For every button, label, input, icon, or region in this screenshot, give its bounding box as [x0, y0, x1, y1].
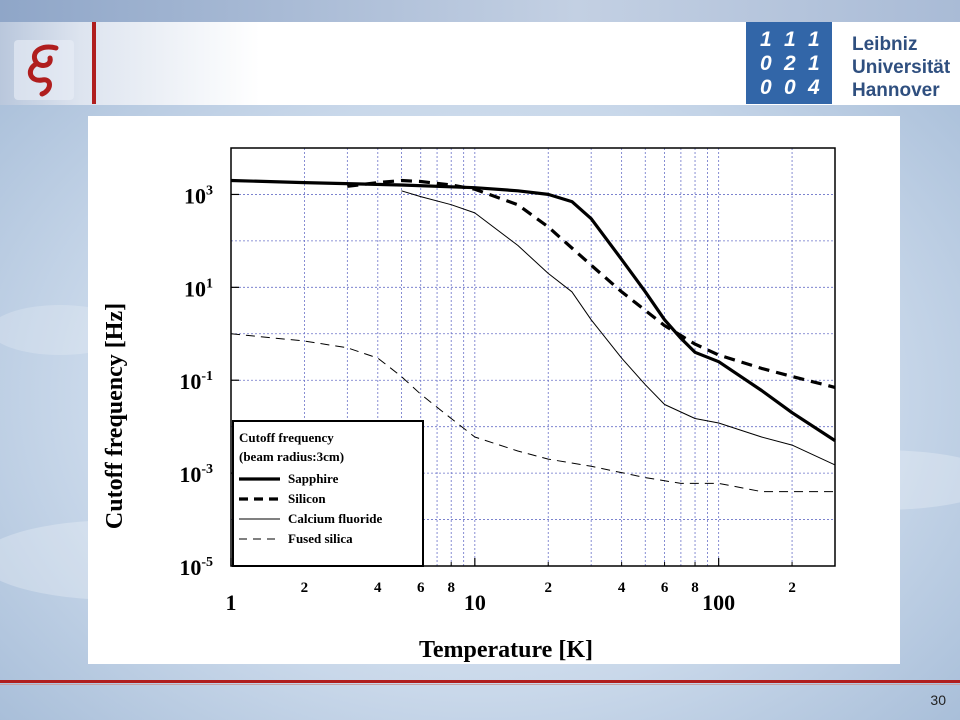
university-logo-icon: 1 1 10 2 10 0 4 — [760, 28, 820, 99]
y-tick-label: 10-5 — [179, 555, 213, 580]
legend-entry-label: Sapphire — [288, 471, 339, 486]
university-logo-digit: 1 — [784, 28, 796, 51]
x-minor-tick-label: 4 — [374, 580, 382, 596]
plot-frame — [230, 147, 836, 567]
university-logo-digit: 0 — [760, 76, 772, 99]
chart-legend: Cutoff frequency (beam radius:3cm) Sapph… — [232, 420, 424, 567]
legend-subtitle: (beam radius:3cm) — [239, 449, 344, 464]
university-logo-digit: 0 — [784, 76, 796, 99]
x-minor-tick-label: 8 — [691, 580, 699, 596]
university-logo-digit: 0 — [760, 52, 772, 75]
x-tick-label: 10 — [464, 590, 486, 615]
footer-rule-shadow — [0, 684, 960, 685]
footer-rule — [0, 680, 960, 683]
x-minor-tick-label: 4 — [618, 580, 626, 596]
y-axis-label: Cutoff frequency [Hz] — [102, 303, 128, 529]
series-line-sapphire — [230, 178, 836, 442]
header-top-band — [0, 0, 960, 22]
page-number: 30 — [930, 692, 946, 708]
series-line-silicon — [347, 178, 836, 389]
x-minor-tick-label: 6 — [417, 580, 425, 596]
cutoff-frequency-chart: 1 10 100 2 4 6 8 2 4 6 8 2 103 101 10-1 10-3 10-5 Tempe… — [88, 116, 900, 664]
university-logo-digit: 2 — [783, 52, 796, 75]
university-logo-digit: 4 — [807, 76, 820, 99]
y-tick-label: 10-1 — [179, 369, 213, 394]
legend-title: Cutoff frequency — [239, 430, 334, 445]
x-axis-label: Temperature [K] — [419, 637, 593, 663]
series-line-fused-silica — [230, 333, 835, 493]
university-name-line: Hannover — [852, 80, 940, 101]
x-minor-tick-label: 8 — [447, 580, 455, 596]
chart-panel: 1 10 100 2 4 6 8 2 4 6 8 2 103 101 10-1 10-3 10-5 Tempe… — [88, 116, 900, 664]
university-name-line: Leibniz — [852, 34, 918, 55]
y-tick-label: 101 — [184, 276, 213, 301]
x-minor-tick-label: 6 — [661, 580, 669, 596]
series-line-calcium-fluoride — [401, 190, 836, 466]
legend-entry-label: Calcium fluoride — [288, 511, 382, 526]
x-minor-tick-label: 2 — [301, 580, 309, 596]
university-logo-digit: 1 — [808, 52, 820, 75]
legend-entry-label: Fused silica — [288, 531, 353, 546]
x-minor-tick-label: 2 — [544, 580, 552, 596]
university-name-line: Universität — [852, 57, 951, 78]
institute-logo-icon — [14, 40, 74, 100]
university-logo-digit: 1 — [760, 28, 772, 51]
header-divider — [92, 22, 96, 104]
y-tick-label: 10-3 — [179, 462, 213, 487]
y-tick-label: 103 — [184, 183, 213, 208]
x-tick-label: 1 — [226, 590, 237, 615]
x-tick-label: 100 — [702, 590, 735, 615]
legend-entry-label: Silicon — [288, 491, 326, 506]
university-name: Leibniz Universität Hannover — [852, 33, 950, 102]
x-minor-tick-label: 2 — [788, 580, 796, 596]
university-logo-digit: 1 — [808, 28, 820, 51]
